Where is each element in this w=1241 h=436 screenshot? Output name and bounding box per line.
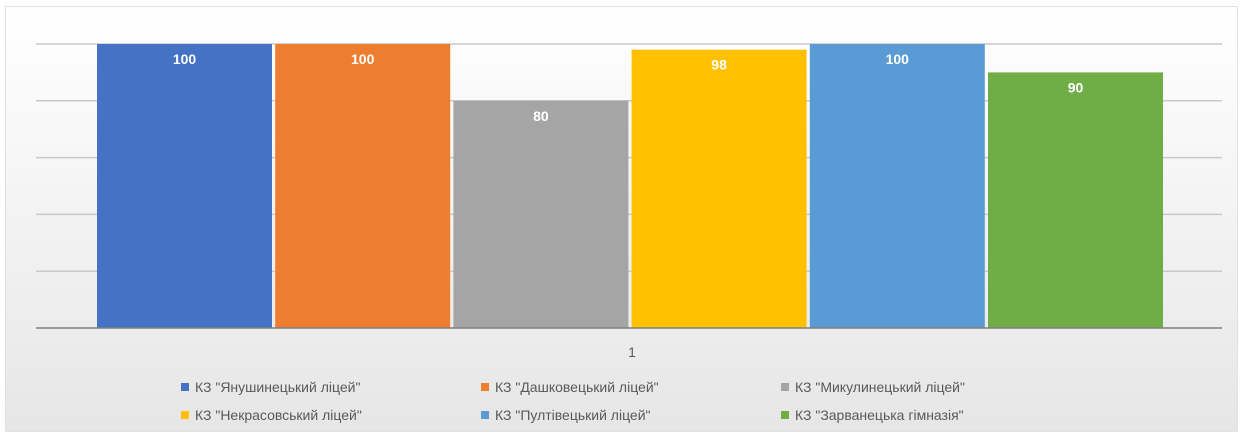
legend-label: КЗ "Зарванецька гімназія" xyxy=(795,407,964,423)
data-label-2: 100 xyxy=(351,51,375,67)
legend-item-5: КЗ "Пултівецький ліцей" xyxy=(481,407,781,423)
legend-swatch xyxy=(481,383,489,391)
legend-swatch xyxy=(481,411,489,419)
legend-label: КЗ "Микулинецький ліцей" xyxy=(795,379,965,395)
data-label-5: 100 xyxy=(886,51,910,67)
data-label-1: 100 xyxy=(173,51,197,67)
legend-label: КЗ "Дашковецький ліцей" xyxy=(495,379,659,395)
bar-2 xyxy=(275,44,451,328)
bar-5 xyxy=(809,44,985,328)
chart-area: 100 100 80 98 100 90 1 КЗ "Янушинецький ліцей… xyxy=(5,6,1238,432)
data-label-6: 90 xyxy=(1068,79,1084,95)
legend-item-4: КЗ "Некрасовський ліцей" xyxy=(181,407,481,423)
legend-item-3: КЗ "Микулинецький ліцей" xyxy=(781,379,1111,395)
bar-chart: 100 100 80 98 100 90 1 xyxy=(36,43,1222,360)
bar-1 xyxy=(97,44,272,328)
legend-label: КЗ "Янушинецький ліцей" xyxy=(195,379,361,395)
legend-item-6: КЗ "Зарванецька гімназія" xyxy=(781,407,1111,423)
data-label-4: 98 xyxy=(711,57,727,73)
bar-4 xyxy=(631,49,807,329)
legend-item-2: КЗ "Дашковецький ліцей" xyxy=(481,379,781,395)
data-labels: 100 100 80 98 100 90 xyxy=(173,51,1084,124)
legend: КЗ "Янушинецький ліцей" КЗ "Дашковецький … xyxy=(181,379,1111,423)
legend-swatch xyxy=(781,383,789,391)
bar-6 xyxy=(988,72,1163,329)
legend-item-1: КЗ "Янушинецький ліцей" xyxy=(181,379,481,395)
data-label-3: 80 xyxy=(533,108,549,124)
legend-label: КЗ "Пултівецький ліцей" xyxy=(495,407,651,423)
legend-swatch xyxy=(181,383,189,391)
legend-swatch xyxy=(781,411,789,419)
bar-3 xyxy=(453,100,629,328)
legend-label: КЗ "Некрасовський ліцей" xyxy=(195,407,362,423)
bars xyxy=(97,44,1163,329)
legend-swatch xyxy=(181,411,189,419)
x-tick-label: 1 xyxy=(628,344,636,360)
